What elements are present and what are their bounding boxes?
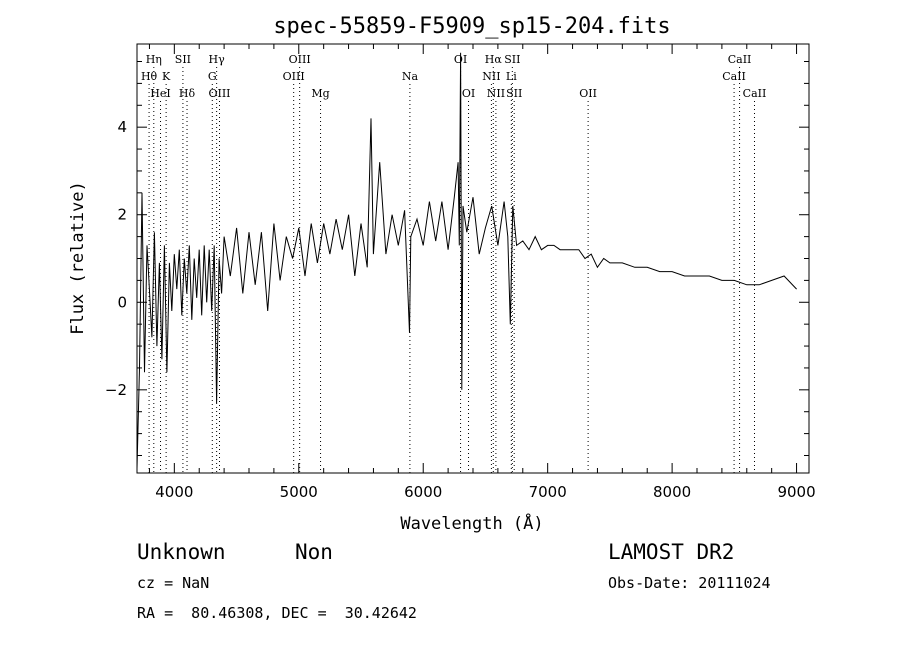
y-axis-ticks: −2 0 2 4 xyxy=(105,61,809,456)
y-tick-label: 0 xyxy=(117,293,127,311)
x-tick-label: 4000 xyxy=(155,483,193,501)
spectral-line-label: HeI xyxy=(150,87,170,100)
x-tick-label: 6000 xyxy=(404,483,442,501)
spectral-line-label: SII xyxy=(504,53,520,66)
chart-title: spec-55859-F5909_sp15-204.fits xyxy=(273,14,670,39)
spectral-line-label: OII xyxy=(579,87,597,100)
spectral-line-label: OIII xyxy=(208,87,230,100)
plot-frame xyxy=(136,43,810,474)
spectral-line-label: OIII xyxy=(283,70,305,83)
spectral-line-label: OI xyxy=(462,87,475,100)
y-axis-label: Flux (relative) xyxy=(68,181,88,335)
spectral-line-label: Na xyxy=(402,70,419,83)
spectrum-trace xyxy=(136,52,797,469)
obs-date: Obs-Date: 20111024 xyxy=(608,574,771,592)
x-tick-label: 8000 xyxy=(653,483,691,501)
x-axis-label: Wavelength (Å) xyxy=(400,512,543,534)
spectral-line-label: K xyxy=(162,70,171,83)
spectrum-series-line xyxy=(136,52,797,469)
spectral-line-label: NII xyxy=(482,70,500,83)
object-class: Unknown xyxy=(137,540,226,564)
y-tick-label: 2 xyxy=(117,206,127,224)
spectral-line-label: CaII xyxy=(743,87,767,100)
spectral-line-markers xyxy=(148,67,755,473)
spectral-line-label: Mg xyxy=(311,87,329,100)
spectral-line-label: Hδ xyxy=(179,87,196,100)
spectral-line-label: Hη xyxy=(146,53,162,66)
object-subclass: Non xyxy=(295,540,333,564)
spectral-line-label: Hθ xyxy=(141,70,158,83)
spectral-line-label: CaII xyxy=(728,53,752,66)
spectral-line-label: SII xyxy=(175,53,191,66)
spectral-line-label: Li xyxy=(506,70,517,83)
redshift-value: cz = NaN xyxy=(137,574,210,592)
x-tick-label: 7000 xyxy=(529,483,567,501)
spectral-line-label: G xyxy=(208,70,217,83)
coordinates: RA = 80.46308, DEC = 30.42642 xyxy=(137,604,417,622)
x-axis-ticks: 4000 5000 6000 7000 8000 9000 xyxy=(148,44,816,501)
spectral-line-label: OIII xyxy=(289,53,311,66)
y-tick-label: −2 xyxy=(105,381,127,399)
spectral-line-label: Hγ xyxy=(209,53,226,66)
x-tick-label: 9000 xyxy=(777,483,815,501)
y-tick-label: 4 xyxy=(117,118,127,136)
survey-name: LAMOST DR2 xyxy=(608,540,735,564)
x-tick-label: 5000 xyxy=(280,483,318,501)
spectral-line-label: CaII xyxy=(722,70,746,83)
spectral-line-label: Hα xyxy=(485,53,503,66)
spectral-line-label: NII xyxy=(487,87,505,100)
spectral-line-label: SII xyxy=(506,87,522,100)
